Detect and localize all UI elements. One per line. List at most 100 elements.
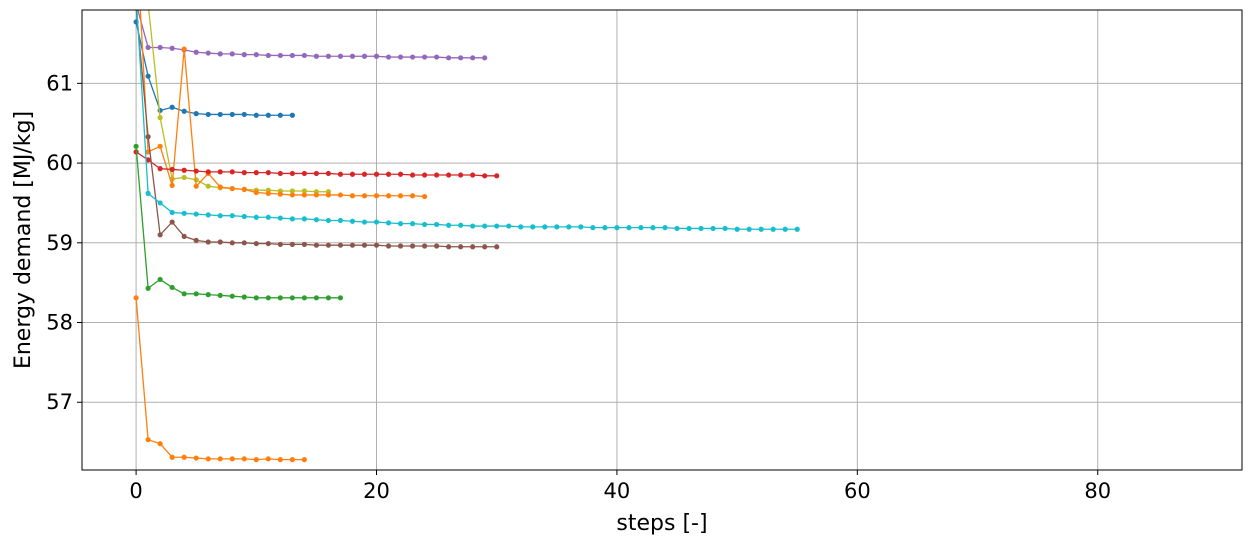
- data-point: [205, 212, 211, 218]
- data-point: [337, 171, 344, 177]
- data-point: [397, 243, 404, 249]
- data-point: [265, 240, 271, 247]
- data-point: [590, 225, 596, 231]
- data-point: [253, 170, 259, 176]
- data-point: [421, 243, 428, 249]
- x-tick-label: 0: [129, 479, 142, 503]
- data-point: [217, 239, 223, 245]
- series-6: [135, 10, 500, 250]
- data-point: [325, 217, 332, 224]
- data-point: [265, 170, 271, 176]
- data-point: [217, 169, 223, 175]
- data-point: [217, 213, 223, 219]
- data-point: [421, 193, 428, 200]
- data-point: [253, 240, 259, 247]
- data-point: [145, 134, 151, 140]
- data-point: [157, 143, 163, 149]
- x-axis-label: steps [-]: [616, 511, 707, 536]
- data-point: [301, 295, 307, 301]
- data-point: [373, 219, 380, 225]
- data-point: [169, 209, 175, 216]
- data-point: [265, 214, 271, 220]
- data-point: [301, 216, 307, 222]
- data-point: [193, 237, 199, 243]
- data-point: [277, 170, 283, 177]
- y-tick-label: 59: [46, 231, 73, 255]
- data-point: [409, 54, 416, 60]
- data-point: [157, 166, 163, 172]
- data-point: [409, 221, 416, 227]
- data-point: [325, 242, 332, 248]
- data-point: [325, 295, 332, 301]
- data-point: [169, 454, 175, 460]
- data-point: [241, 294, 247, 300]
- data-point: [229, 185, 235, 192]
- data-point: [409, 193, 416, 199]
- data-point: [746, 226, 752, 232]
- data-point: [770, 226, 776, 232]
- data-point: [325, 192, 332, 198]
- data-point: [289, 112, 295, 118]
- data-point: [181, 291, 187, 297]
- data-point: [181, 210, 187, 216]
- data-point: [458, 244, 464, 250]
- data-point: [530, 224, 536, 230]
- data-point: [289, 457, 295, 463]
- data-point: [349, 171, 356, 177]
- data-point: [542, 224, 548, 230]
- data-point: [421, 221, 428, 228]
- data-point: [782, 226, 788, 232]
- data-point: [313, 170, 319, 177]
- data-point: [169, 104, 175, 110]
- data-point: [301, 188, 307, 194]
- data-point: [794, 226, 800, 232]
- data-point: [289, 170, 295, 177]
- data-point: [181, 174, 187, 181]
- data-point: [229, 240, 235, 246]
- data-point: [265, 456, 271, 462]
- data-point: [361, 242, 368, 248]
- data-point: [650, 225, 656, 231]
- data-point: [458, 222, 464, 228]
- data-point: [349, 53, 356, 59]
- data-point: [217, 292, 223, 299]
- data-point: [193, 111, 199, 117]
- data-point: [373, 242, 380, 248]
- data-point: [409, 172, 416, 178]
- series-1: [133, 1, 488, 61]
- data-point: [313, 295, 319, 301]
- data-point: [265, 52, 271, 59]
- data-point: [205, 456, 211, 462]
- data-point: [145, 190, 151, 196]
- data-point: [361, 171, 368, 177]
- data-point: [181, 454, 187, 460]
- data-point: [686, 225, 692, 232]
- data-point: [277, 52, 283, 59]
- data-point: [301, 192, 307, 198]
- data-point: [181, 46, 187, 52]
- data-point: [722, 225, 728, 232]
- series-3: [148, 10, 332, 195]
- data-point: [205, 239, 211, 245]
- data-point: [205, 292, 211, 298]
- data-point: [446, 55, 452, 61]
- data-point: [193, 168, 199, 174]
- data-point: [602, 225, 608, 231]
- data-point: [349, 218, 356, 224]
- x-tick-label: 80: [1084, 479, 1111, 503]
- data-point: [301, 241, 307, 247]
- data-point: [133, 1, 138, 6]
- y-tick-label: 61: [46, 71, 73, 95]
- data-point: [494, 223, 500, 229]
- data-point: [241, 111, 247, 118]
- data-point: [205, 111, 211, 118]
- data-point: [337, 295, 344, 301]
- data-point: [373, 171, 380, 177]
- data-point: [325, 53, 332, 59]
- data-point: [169, 219, 175, 225]
- y-axis-label: Energy demand [MJ/kg]: [11, 111, 36, 369]
- data-point: [241, 52, 247, 58]
- data-point: [313, 192, 319, 198]
- data-point: [373, 193, 380, 199]
- data-point: [241, 213, 247, 220]
